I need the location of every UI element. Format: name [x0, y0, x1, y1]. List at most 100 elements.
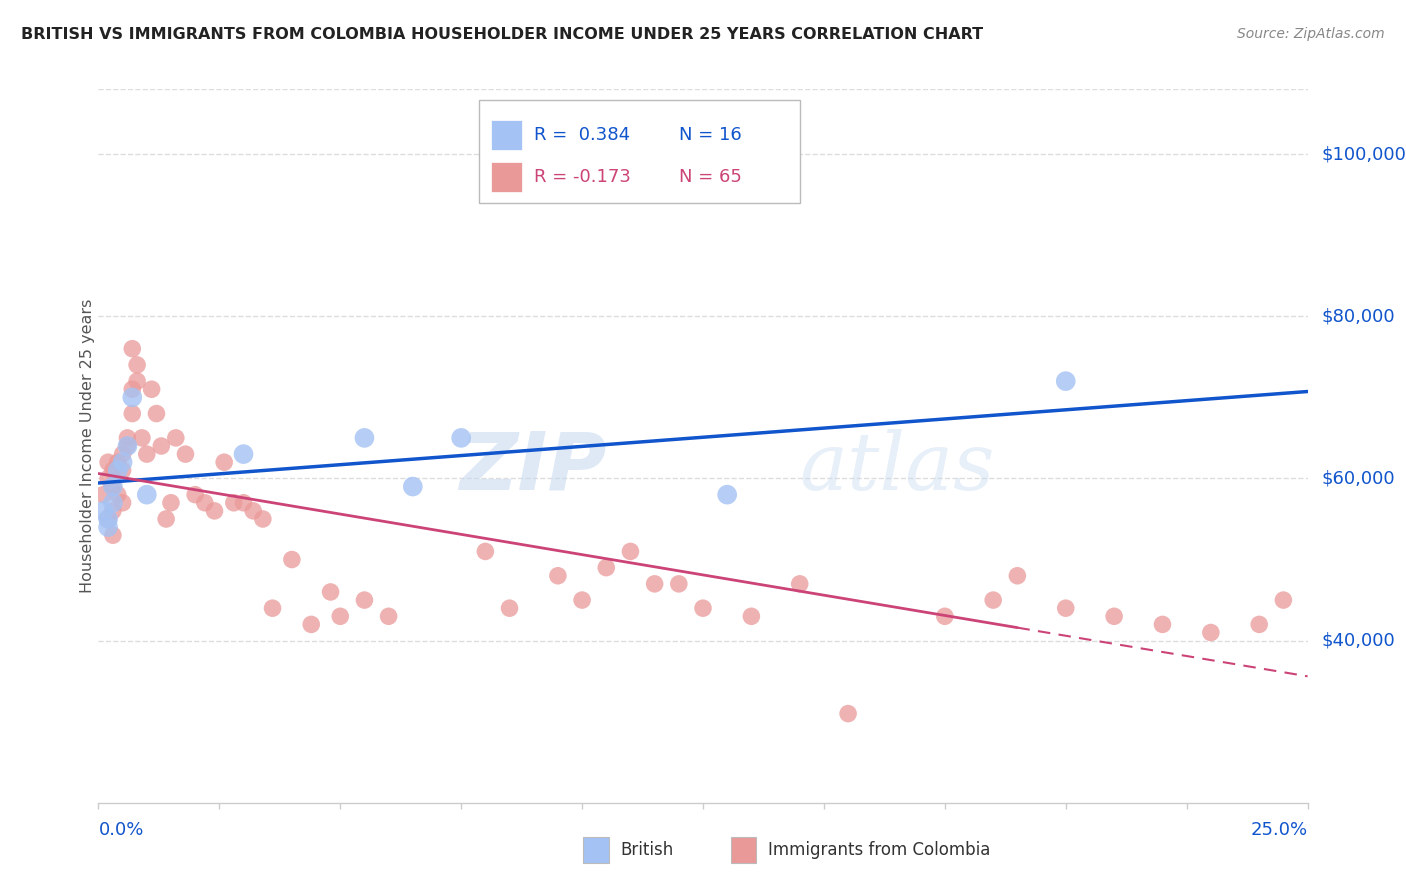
Text: $80,000: $80,000 — [1322, 307, 1395, 326]
Text: Immigrants from Colombia: Immigrants from Colombia — [768, 841, 990, 859]
Point — [571, 593, 593, 607]
Point — [1054, 601, 1077, 615]
Point — [141, 382, 163, 396]
Point — [1249, 617, 1271, 632]
Text: N = 65: N = 65 — [679, 168, 742, 186]
Point — [595, 560, 617, 574]
Point — [644, 577, 666, 591]
Text: $40,000: $40,000 — [1322, 632, 1395, 649]
Point — [121, 342, 143, 356]
Point — [1007, 568, 1029, 582]
Point — [160, 496, 183, 510]
Point — [91, 488, 114, 502]
Point — [1272, 593, 1295, 607]
Y-axis label: Householder Income Under 25 years: Householder Income Under 25 years — [80, 299, 94, 593]
Point — [97, 471, 120, 485]
Point — [131, 431, 153, 445]
Point — [117, 439, 139, 453]
Text: N = 16: N = 16 — [679, 126, 741, 144]
Point — [155, 512, 177, 526]
Point — [692, 601, 714, 615]
Point — [547, 568, 569, 582]
Text: Source: ZipAtlas.com: Source: ZipAtlas.com — [1237, 27, 1385, 41]
Text: 0.0%: 0.0% — [98, 821, 143, 838]
Point — [127, 374, 149, 388]
Point — [145, 407, 167, 421]
Point — [981, 593, 1004, 607]
Point — [1102, 609, 1125, 624]
Text: $60,000: $60,000 — [1322, 469, 1395, 487]
Point — [232, 496, 254, 510]
Point — [97, 520, 120, 534]
Point — [222, 496, 245, 510]
Point — [135, 488, 157, 502]
Point — [716, 488, 738, 502]
Point — [450, 431, 472, 445]
Text: R = -0.173: R = -0.173 — [534, 168, 631, 186]
Point — [101, 496, 124, 510]
Point — [299, 617, 322, 632]
Point — [165, 431, 187, 445]
Point — [619, 544, 641, 558]
Point — [194, 496, 217, 510]
Point — [111, 463, 134, 477]
Point — [319, 585, 342, 599]
Point — [498, 601, 520, 615]
Point — [121, 382, 143, 396]
Point — [174, 447, 197, 461]
Point — [184, 488, 207, 502]
Point — [934, 609, 956, 624]
Point — [91, 504, 114, 518]
Point — [402, 479, 425, 493]
Point — [111, 496, 134, 510]
Point — [474, 544, 496, 558]
Point — [107, 455, 129, 469]
Point — [135, 447, 157, 461]
Point — [377, 609, 399, 624]
Point — [262, 601, 284, 615]
Point — [1199, 625, 1222, 640]
Text: BRITISH VS IMMIGRANTS FROM COLOMBIA HOUSEHOLDER INCOME UNDER 25 YEARS CORRELATIO: BRITISH VS IMMIGRANTS FROM COLOMBIA HOUS… — [21, 27, 983, 42]
Point — [111, 447, 134, 461]
Text: $100,000: $100,000 — [1322, 145, 1406, 163]
Text: British: British — [620, 841, 673, 859]
Point — [353, 431, 375, 445]
Point — [107, 463, 129, 477]
Bar — [492, 162, 522, 192]
Point — [740, 609, 762, 624]
Point — [232, 447, 254, 461]
FancyBboxPatch shape — [479, 100, 800, 203]
Text: atlas: atlas — [800, 429, 995, 506]
Point — [121, 407, 143, 421]
Point — [281, 552, 304, 566]
Point — [101, 463, 124, 477]
Point — [329, 609, 352, 624]
Point — [101, 479, 124, 493]
Point — [204, 504, 226, 518]
Point — [117, 439, 139, 453]
Point — [111, 455, 134, 469]
Point — [150, 439, 173, 453]
Point — [668, 577, 690, 591]
Point — [121, 390, 143, 404]
Point — [97, 455, 120, 469]
Point — [789, 577, 811, 591]
Point — [1152, 617, 1174, 632]
Point — [127, 358, 149, 372]
Point — [242, 504, 264, 518]
Point — [353, 593, 375, 607]
Point — [252, 512, 274, 526]
Text: R =  0.384: R = 0.384 — [534, 126, 630, 144]
Text: 25.0%: 25.0% — [1250, 821, 1308, 838]
Point — [101, 528, 124, 542]
Point — [212, 455, 235, 469]
Point — [97, 512, 120, 526]
Text: ZIP: ZIP — [458, 428, 606, 507]
Point — [1054, 374, 1077, 388]
Point — [101, 479, 124, 493]
Point — [97, 512, 120, 526]
Bar — [492, 120, 522, 150]
Point — [117, 431, 139, 445]
Point — [107, 488, 129, 502]
Point — [837, 706, 859, 721]
